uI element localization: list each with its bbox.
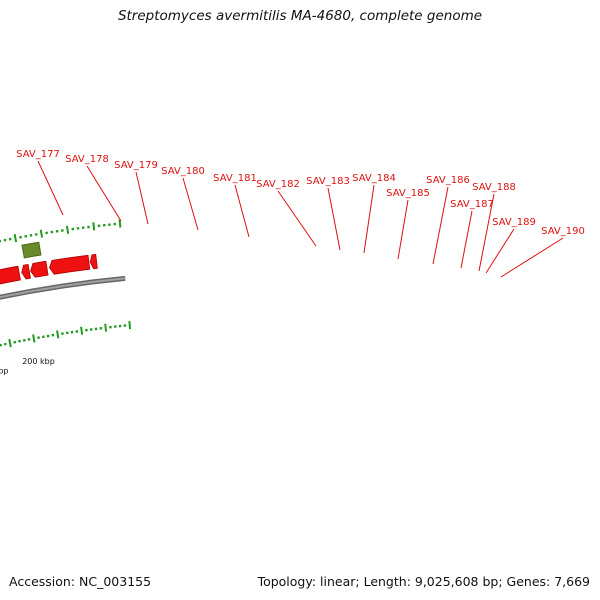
inner-tick (8, 339, 12, 348)
coordinate-tick (92, 222, 96, 231)
genome-backbone (0, 275, 126, 300)
gene-label: SAV_183 (306, 176, 350, 187)
gene-leader-line (500, 237, 564, 278)
inner-tick (56, 330, 60, 339)
coordinate-tick (39, 229, 44, 238)
gene-label: SAV_184 (352, 173, 396, 184)
gene-label: SAV_182 (256, 179, 300, 190)
gene-label: SAV_181 (213, 173, 257, 184)
genome-summary: Topology: linear; Length: 9,025,608 bp; … (257, 574, 590, 589)
gene-leader-line (363, 184, 375, 254)
axis-tick-label: 202 kbp (0, 367, 8, 376)
page-title: Streptomyces avermitilis MA-4680, comple… (117, 8, 483, 24)
inner-tick (32, 334, 36, 343)
inner-tick-track (0, 321, 132, 348)
gene-leader-line (397, 199, 409, 260)
gene-arrow (30, 260, 49, 278)
gene-label: SAV_189 (492, 217, 536, 228)
inner-tick (104, 323, 108, 332)
gene-leader-line (277, 190, 317, 247)
inner-tick (80, 326, 84, 335)
gene-leader-line (460, 210, 473, 269)
gene-label: SAV_179 (114, 160, 158, 171)
feature-box (21, 241, 42, 259)
backbone-shadow (0, 275, 126, 300)
gene-labels: SAV_177 SAV_178SAV_179SAV_180SAV_181SAV_1… (16, 149, 585, 278)
gene-arrow (49, 254, 91, 275)
gene-leader-line (432, 186, 449, 265)
inner-tick (3, 342, 7, 346)
gene-label: SAV_190 (541, 226, 585, 237)
gene-label: SAV_186 (426, 175, 470, 186)
gene-label: SAV_180 (161, 166, 205, 177)
gene-leader-line (37, 160, 64, 216)
gene-leader-line (182, 177, 199, 231)
feature-track (21, 241, 42, 259)
gene-label: SAV_188 (472, 182, 516, 193)
gene-label: SAV_177 (16, 149, 60, 160)
gene-leader-line (485, 228, 515, 274)
gene-leader-line (135, 171, 149, 225)
gene-arrow (89, 253, 98, 270)
axis-tick-label: 200 kbp (22, 357, 55, 366)
inner-tick (0, 343, 2, 347)
coordinate-axis: 200 kbp202 kbp204 kbp206 kbp208 kbp210 k… (0, 357, 55, 376)
accession-text: Accession: NC_003155 (9, 574, 152, 589)
gene-leader-line (86, 165, 122, 222)
coordinate-tick (118, 219, 122, 228)
backbone-line (0, 277, 126, 299)
gene-track (0, 253, 98, 285)
gene-label: SAV_178 (65, 154, 109, 165)
gene-label: SAV_185 (386, 188, 430, 199)
gene-arrow (0, 265, 21, 285)
coordinate-tick (65, 225, 70, 234)
gene-leader-line (327, 187, 341, 251)
coordinate-tick (13, 234, 18, 243)
inner-tick (128, 321, 132, 330)
gene-leader-line (234, 184, 250, 238)
gene-leader-line (478, 193, 495, 272)
gene-arrow (21, 263, 31, 280)
coordinate-tick-track (0, 219, 122, 243)
gene-label: SAV_187 (450, 199, 494, 210)
